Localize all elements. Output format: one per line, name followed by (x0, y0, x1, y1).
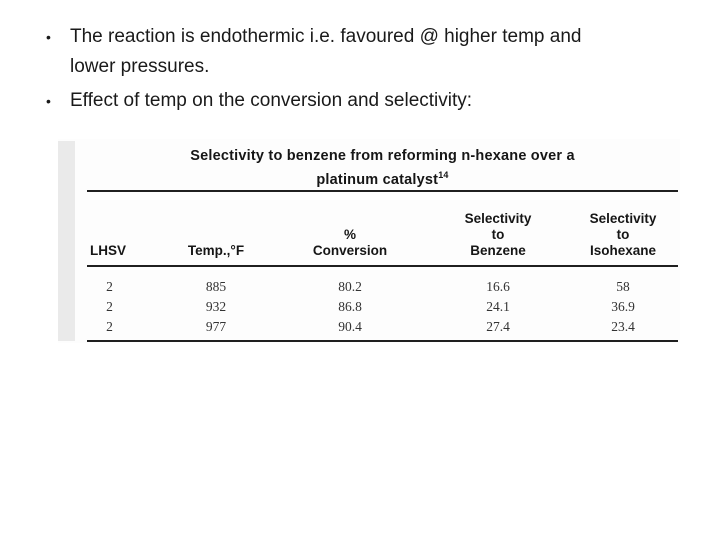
table-body: 2 885 80.2 16.6 58 2 932 86.8 24.1 36.9 … (87, 266, 678, 341)
table-row: 2 977 90.4 27.4 23.4 (87, 317, 678, 341)
table-header: LHSV Temp.,°F % Conversion Selectivity t… (87, 191, 678, 267)
bullet-text-line: The reaction is endothermic i.e. favoure… (70, 26, 582, 47)
table-cell: 16.6 (486, 279, 510, 294)
figure-title-line2-text: platinum catalyst (316, 171, 439, 188)
bullet-text-line: Effect of temp on the conversion and sel… (70, 90, 473, 111)
table-row: 2 885 80.2 16.6 58 (87, 266, 678, 297)
bullet-marker: • (46, 93, 51, 109)
figure-title-line1: Selectivity to benzene from reforming n-… (190, 148, 575, 164)
bullet-text: Effect of temp on the conversion and sel… (70, 86, 686, 116)
table-cell: 58 (616, 279, 630, 294)
figure-title-superscript: 14 (438, 169, 449, 180)
table-cell: 86.8 (338, 299, 362, 314)
column-header-selectivity-benzene: Selectivity to Benzene (428, 191, 568, 267)
table-cell: 27.4 (486, 319, 510, 334)
figure-title: Selectivity to benzene from reforming n-… (87, 147, 678, 189)
table-cell: 90.4 (338, 319, 362, 334)
bullet-text-line: lower pressures. (70, 56, 210, 77)
column-header-lhsv: LHSV (87, 191, 160, 267)
table-cell: 977 (205, 319, 227, 334)
table-cell: 24.1 (486, 299, 510, 314)
column-header-temp: Temp.,°F (160, 191, 272, 267)
data-table: LHSV Temp.,°F % Conversion Selectivity t… (87, 190, 678, 342)
table-cell: 23.4 (611, 319, 635, 334)
scan-edge-artifact (58, 141, 75, 341)
table-cell: 885 (205, 279, 227, 294)
column-header-conversion: % Conversion (272, 191, 428, 267)
figure-title-line2: platinum catalyst14 (87, 166, 678, 189)
column-header-selectivity-isohexane: Selectivity to Isohexane (568, 191, 678, 267)
table-cell: 932 (205, 299, 227, 314)
bullet-item: • Effect of temp on the conversion and s… (46, 86, 686, 116)
table-cell: 36.9 (611, 299, 635, 314)
table-row: 2 932 86.8 24.1 36.9 (87, 297, 678, 317)
table-cell: 80.2 (338, 279, 362, 294)
bullet-list: • The reaction is endothermic i.e. favou… (46, 22, 686, 116)
table-cell: 2 (106, 299, 113, 314)
table-cell: 2 (106, 279, 113, 294)
bullet-item: • The reaction is endothermic i.e. favou… (46, 22, 686, 82)
bullet-marker: • (46, 29, 51, 45)
bullet-text: The reaction is endothermic i.e. favoure… (70, 22, 686, 82)
table-figure: Selectivity to benzene from reforming n-… (58, 139, 680, 343)
table-cell: 2 (106, 319, 113, 334)
